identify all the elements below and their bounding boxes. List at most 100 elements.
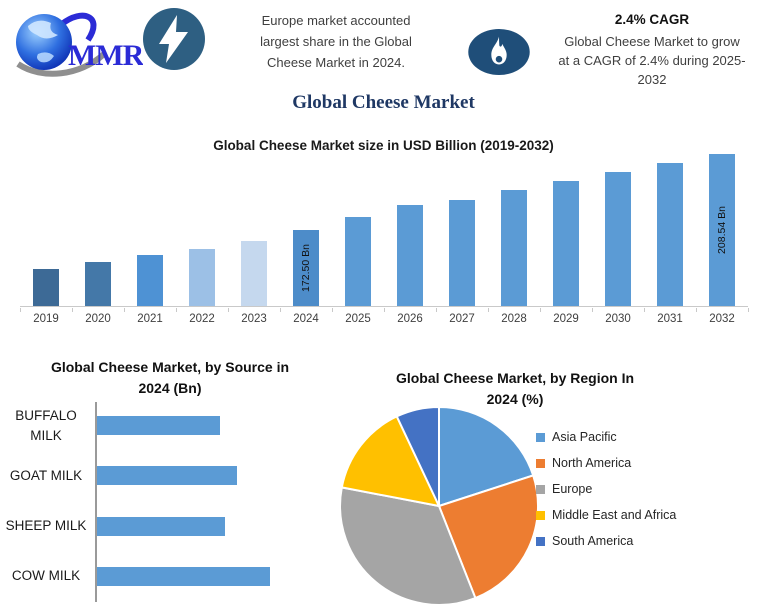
bar-cell-2020 <box>72 155 124 306</box>
bar-2030 <box>605 172 631 306</box>
x-axis-label-2022: 2022 <box>189 313 215 325</box>
bar-2025 <box>345 217 371 306</box>
x-axis-tick <box>176 308 177 312</box>
x-axis-label-2025: 2025 <box>345 313 371 325</box>
highlight-line: Cheese Market in 2024. <box>266 55 406 70</box>
source-bar-buffalo-milk <box>97 416 220 435</box>
x-axis-tick <box>488 308 489 312</box>
x-axis-label-2019: 2019 <box>33 313 59 325</box>
legend-swatch <box>536 510 545 520</box>
bar-2021 <box>137 255 163 306</box>
bar-2032: 208.54 Bn <box>709 154 735 306</box>
main-chart-title: Global Cheese Market size in USD Billion… <box>213 138 554 153</box>
page-title: Global Cheese Market <box>292 92 475 113</box>
bar-cell-2022 <box>176 155 228 306</box>
x-axis-tick <box>540 308 541 312</box>
bar-2019 <box>33 269 59 306</box>
x-axis-label-2032: 2032 <box>709 313 735 325</box>
cagr-heading: 2.4% CAGR <box>614 12 690 27</box>
x-axis-label-2030: 2030 <box>605 313 631 325</box>
legend-item-middle-east-and-africa: Middle East and Africa <box>536 508 676 522</box>
bar-cell-2028 <box>488 155 540 306</box>
bar-2027 <box>449 200 475 306</box>
bar-cell-2024: 172.50 Bn <box>280 155 332 306</box>
x-axis-tick <box>696 308 697 312</box>
x-axis-tick <box>228 308 229 312</box>
bar-2031 <box>657 163 683 306</box>
bar-2020 <box>85 262 111 306</box>
legend-item-south-america: South America <box>536 534 676 548</box>
highlight-line: largest share in the Global <box>260 34 412 49</box>
x-axis-tick <box>644 308 645 312</box>
x-axis-label-2028: 2028 <box>501 313 527 325</box>
bar-2022 <box>189 249 215 306</box>
region-title-line: Global Cheese Market, by Region In <box>395 370 635 386</box>
bar-2028 <box>501 190 527 306</box>
bar-cell-2032: 208.54 Bn <box>696 154 748 306</box>
legend-label: North America <box>552 456 632 470</box>
x-axis-label-2020: 2020 <box>85 313 111 325</box>
x-axis-tick <box>72 308 73 312</box>
globe-continent <box>28 20 58 39</box>
x-axis-label-2031: 2031 <box>657 313 683 325</box>
source-label-sheep-milk: SHEEP MILK <box>5 518 87 534</box>
x-axis-label-2024: 2024 <box>293 313 319 325</box>
bar-2024: 172.50 Bn <box>293 230 319 306</box>
x-axis-tick <box>384 308 385 312</box>
bar-2029 <box>553 181 579 306</box>
source-label-buffalo-milk: BUFFALO MILK <box>15 407 77 443</box>
source-bar-goat-milk <box>97 466 237 486</box>
x-axis-tick <box>592 308 593 312</box>
x-axis-label-2023: 2023 <box>241 313 267 325</box>
source-chart-title: Global Cheese Market, by Source in 2024 … <box>10 357 330 399</box>
highlight-line: Europe market accounted <box>261 13 411 28</box>
main-chart-x-axis: 2019 2020 2021 2022 2023 2024 2025 2026 2027 2028… <box>20 313 748 325</box>
source-title-line: 2024 (Bn) <box>138 380 202 396</box>
globe-continent <box>37 52 54 63</box>
x-axis-tick <box>332 308 333 312</box>
legend-label: South America <box>552 534 634 548</box>
x-axis-tick <box>280 308 281 312</box>
logo-blue-swoosh <box>60 12 97 42</box>
flame-icon <box>468 28 530 76</box>
bar-cell-2025 <box>332 155 384 306</box>
legend-swatch <box>536 458 545 468</box>
x-axis-tick <box>20 308 21 312</box>
cagr-line: Global Cheese Market to grow <box>564 34 740 49</box>
legend-label: Middle East and Africa <box>552 508 677 522</box>
x-axis-tick <box>748 308 749 312</box>
bar-cell-2023 <box>228 155 280 306</box>
bar-2026 <box>397 205 423 306</box>
bar-2023 <box>241 241 267 306</box>
bar-value-label-2024: 172.50 Bn <box>300 244 312 292</box>
source-bar-cow-milk <box>97 566 270 586</box>
cagr-box: 2.4% CAGR Global Cheese Market to grow a… <box>538 12 766 89</box>
source-chart-y-axis <box>95 402 97 602</box>
legend-item-europe: Europe <box>536 482 676 496</box>
pie-slice-middle-east-and-africa <box>340 415 441 508</box>
cagr-line: at a CAGR of 2.4% during 2025- <box>558 53 746 68</box>
region-pie-legend: Asia Pacific North America Europe Middle Ea… <box>536 430 676 548</box>
x-axis-label-2021: 2021 <box>137 313 163 325</box>
x-axis-label-2027: 2027 <box>449 313 475 325</box>
x-axis-label-2026: 2026 <box>397 313 423 325</box>
legend-swatch <box>536 484 545 494</box>
region-title-line: 2024 (%) <box>486 391 544 407</box>
source-title-line: Global Cheese Market, by Source in <box>50 359 290 375</box>
logo-text: MMR <box>68 39 143 72</box>
bar-cell-2030 <box>592 155 644 306</box>
lightning-icon <box>143 8 205 70</box>
legend-swatch <box>536 536 545 546</box>
legend-swatch <box>536 432 545 442</box>
highlight-box: Europe market accounted largest share in… <box>226 10 446 73</box>
pie-slice-europe <box>339 486 477 606</box>
x-axis-label-2029: 2029 <box>553 313 579 325</box>
bar-value-label-2032: 208.54 Bn <box>716 206 728 254</box>
bar-cell-2026 <box>384 155 436 306</box>
bar-cell-2027 <box>436 155 488 306</box>
mmr-logo: MMR <box>16 12 143 77</box>
logo-swoosh <box>16 51 107 77</box>
cagr-line: 2032 <box>637 72 667 87</box>
legend-label: Asia Pacific <box>552 430 617 444</box>
